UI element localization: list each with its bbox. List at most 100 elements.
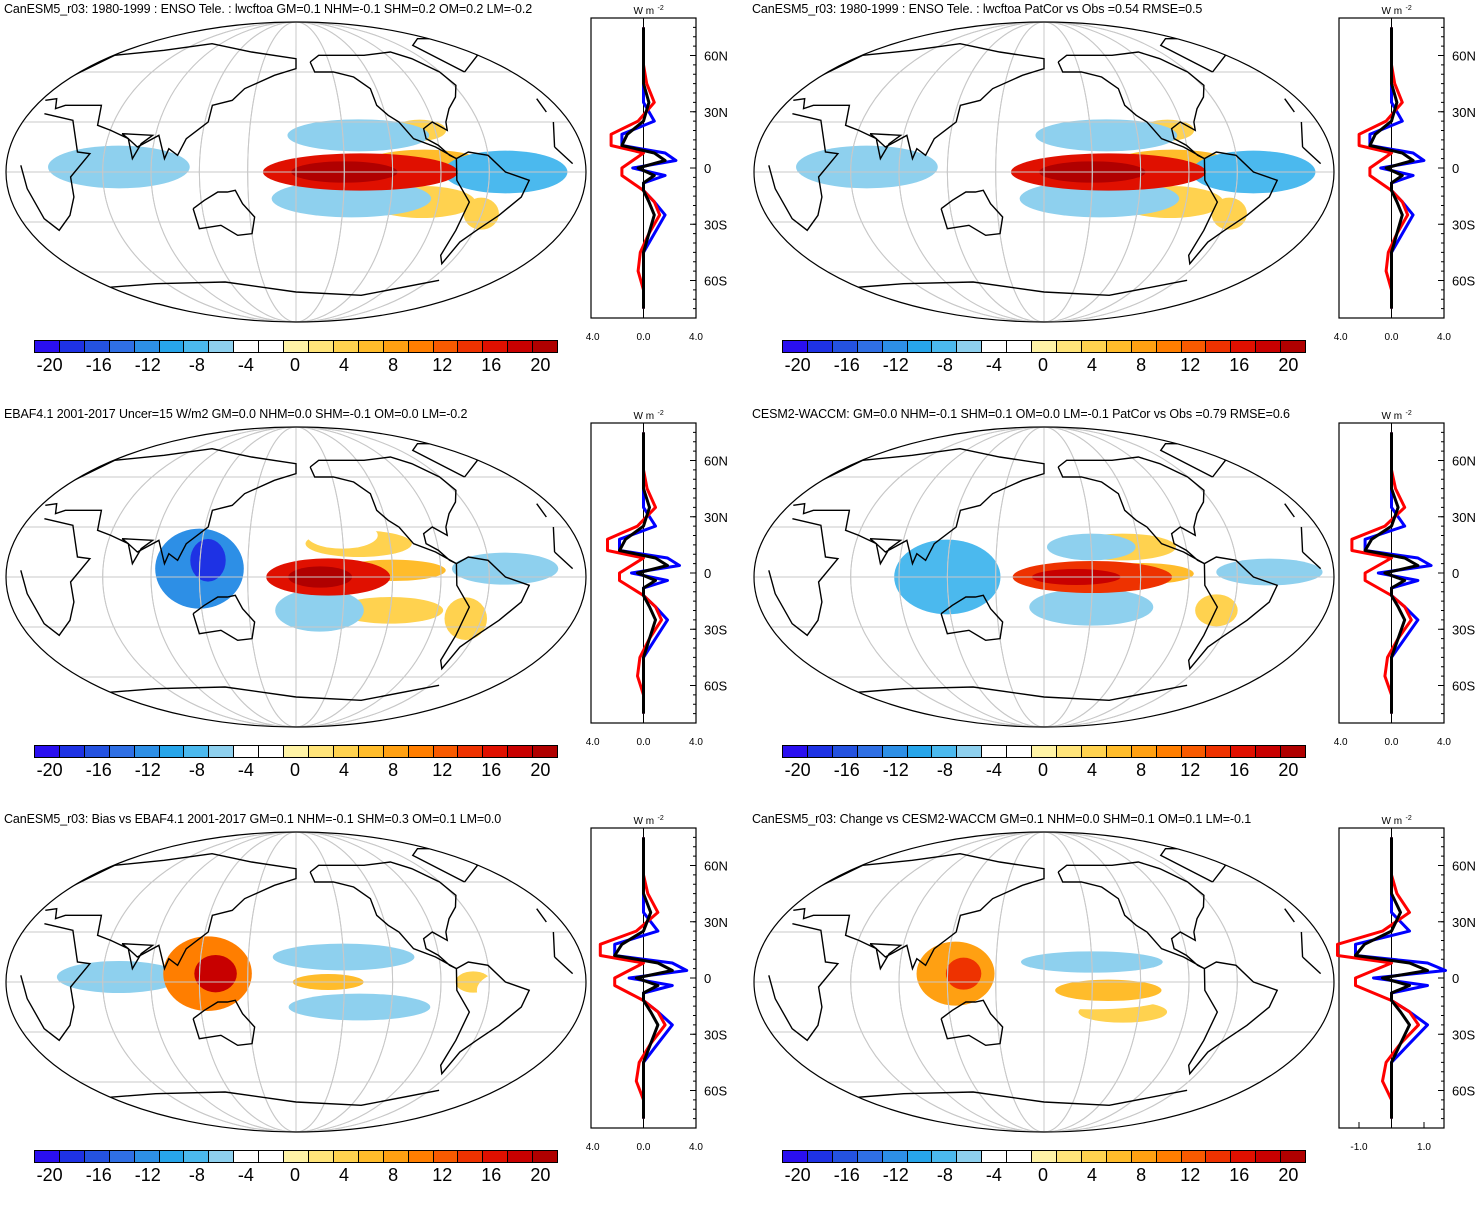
colorbar-label: 16 — [1229, 760, 1249, 781]
profile-ytick-label: 0 — [1452, 566, 1459, 581]
colorbar-label: -12 — [883, 355, 909, 376]
colorbar-label: -16 — [834, 355, 860, 376]
colorbar-label: -8 — [937, 760, 953, 781]
colorbar-label: 16 — [481, 355, 501, 376]
colorbar-swatch — [957, 746, 982, 757]
colorbar-swatch — [908, 746, 933, 757]
colorbar-swatch — [1206, 746, 1231, 757]
colorbar-swatch — [1206, 341, 1231, 352]
colorbar-swatch — [957, 341, 982, 352]
profile-xtick-label: 0.0 — [637, 1142, 651, 1153]
profile-ytick-label: 60N — [704, 859, 728, 874]
profile-unit-label: W m — [634, 816, 655, 827]
colorbar-swatch — [1281, 341, 1305, 352]
anomaly-patch — [57, 961, 181, 993]
colorbar-label: 4 — [1087, 355, 1097, 376]
profile-unit-label: W m — [1382, 6, 1403, 17]
profile-ytick-label: 0 — [704, 971, 711, 986]
colorbar-swatch — [60, 1151, 85, 1162]
colorbar-label: 12 — [432, 1165, 452, 1186]
colorbar-label: -12 — [883, 1165, 909, 1186]
colorbar-swatch — [234, 341, 259, 352]
map-field — [748, 0, 1343, 330]
colorbar-label: 16 — [1229, 355, 1249, 376]
profile-xtick-label: -4.0 — [586, 737, 600, 748]
profile-curve-model — [1365, 432, 1431, 713]
colorbar-label: 0 — [1038, 1165, 1048, 1186]
colorbar-label: 20 — [1278, 760, 1298, 781]
colorbar-label: -12 — [883, 760, 909, 781]
colorbar-swatch — [184, 341, 209, 352]
colorbar-swatch — [384, 746, 409, 757]
colorbar-swatch — [334, 746, 359, 757]
anomaly-patch — [477, 969, 566, 1012]
colorbar-swatch — [982, 746, 1007, 757]
profile-ytick-label: 60N — [704, 454, 728, 469]
colorbar-swatch — [483, 746, 508, 757]
colorbar-swatch — [284, 746, 309, 757]
colorbar-swatch — [1057, 341, 1082, 352]
svg-text:-2: -2 — [1406, 5, 1412, 12]
colorbar-swatch — [135, 341, 160, 352]
colorbar-swatch — [359, 746, 384, 757]
profile-xtick-label: 4.0 — [1437, 737, 1451, 748]
colorbar-swatch — [359, 1151, 384, 1162]
anomaly-patch — [796, 146, 938, 189]
colorbar-swatch — [434, 746, 459, 757]
anomaly-patch — [289, 994, 431, 1021]
profile-unit-label: W m — [634, 411, 655, 422]
anomaly-patch — [190, 539, 225, 582]
panel-p3: EBAF4.1 2001-2017 Uncer=15 W/m2 GM=0.0 N… — [0, 405, 735, 805]
colorbar-swatch — [60, 746, 85, 757]
colorbar — [782, 340, 1306, 353]
colorbar-swatch — [85, 341, 110, 352]
colorbar-label: -8 — [189, 1165, 205, 1186]
colorbar-swatch — [1107, 746, 1132, 757]
profile-ytick-label: 30S — [704, 217, 727, 232]
colorbar-swatch — [1007, 1151, 1032, 1162]
colorbar-swatch — [533, 1151, 557, 1162]
colorbar-swatch — [1281, 1151, 1305, 1162]
profile-xtick-label: 0.0 — [1385, 332, 1399, 343]
colorbar-label: -16 — [86, 760, 112, 781]
profile-curve-diff — [620, 432, 668, 713]
colorbar-label: 8 — [1136, 355, 1146, 376]
colorbar-swatch — [483, 1151, 508, 1162]
colorbar-swatch — [783, 341, 808, 352]
colorbar-label: 12 — [1180, 1165, 1200, 1186]
colorbar-swatch — [1231, 746, 1256, 757]
colorbar-swatch — [1132, 746, 1157, 757]
profile-ytick-label: 30S — [1452, 1027, 1475, 1042]
colorbar-swatch — [259, 341, 284, 352]
profile-ytick-label: 30S — [704, 622, 727, 637]
colorbar-swatch — [883, 1151, 908, 1162]
profile-ytick-label: 30N — [704, 105, 728, 120]
colorbar-swatch — [1157, 1151, 1182, 1162]
colorbar-swatch — [259, 1151, 284, 1162]
profile-ytick-label: 30S — [1452, 622, 1475, 637]
colorbar — [782, 1150, 1306, 1163]
colorbar-label: -4 — [986, 1165, 1002, 1186]
world-map — [0, 810, 595, 1140]
colorbar — [782, 745, 1306, 758]
profile-curve-diff — [1356, 837, 1428, 1118]
colorbar-swatch — [309, 341, 334, 352]
profile-xtick-label: 4.0 — [689, 737, 703, 748]
panel-p2: CanESM5_r03: 1980-1999 : ENSO Tele. : lw… — [748, 0, 1483, 400]
profile-xtick-label: 4.0 — [689, 332, 703, 343]
anomaly-patch — [444, 597, 487, 640]
colorbar-swatch — [858, 1151, 883, 1162]
colorbar-swatch — [209, 1151, 234, 1162]
colorbar-label: 4 — [1087, 1165, 1097, 1186]
profile-curve-diff — [1365, 432, 1418, 713]
colorbar-swatch — [483, 341, 508, 352]
colorbar-swatch — [434, 1151, 459, 1162]
colorbar-label: 0 — [290, 1165, 300, 1186]
anomaly-patch — [287, 119, 429, 151]
colorbar-swatch — [458, 341, 483, 352]
colorbar-swatch — [1107, 341, 1132, 352]
colorbar-label: -4 — [238, 1165, 254, 1186]
colorbar-swatch — [908, 341, 933, 352]
colorbar-label: 8 — [1136, 760, 1146, 781]
